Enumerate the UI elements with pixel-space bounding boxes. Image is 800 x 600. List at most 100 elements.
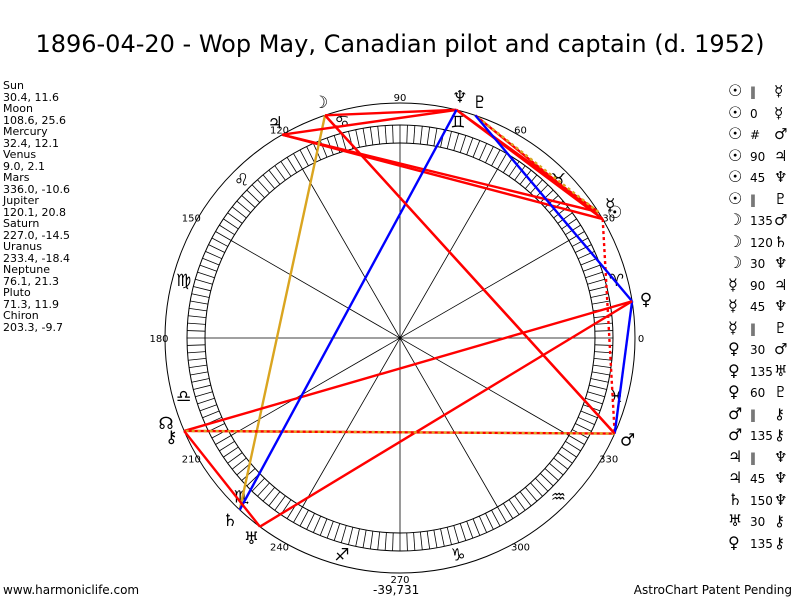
degree-tick [251, 184, 265, 199]
planet-glyph-icon: ♇ [472, 93, 487, 113]
aspect-type: ‖ [750, 407, 756, 422]
aspect-row: ♂ 135⚷ [728, 424, 798, 446]
zodiac-sign-icon: ♊ [450, 113, 465, 133]
zodiac-sign-icon: ♐ [334, 545, 349, 565]
degree-tick [453, 525, 460, 543]
degree-tick [274, 165, 286, 181]
aspect-line [474, 114, 634, 303]
degree-tick [446, 131, 452, 149]
aspect-type: 45 [750, 300, 766, 314]
degree-tick [195, 391, 213, 398]
degree-tick [419, 126, 423, 145]
aspect-planet-2-icon: ♇ [774, 318, 788, 337]
planet-glyph-icon: ♄ [223, 511, 238, 531]
planet-values: 336.0, -10.6 [3, 182, 70, 196]
aspect-type: 135 [750, 429, 773, 443]
degree-tick [491, 509, 501, 527]
degree-tick [575, 244, 592, 253]
degree-tick [219, 224, 235, 236]
aspect-row: ☉ 0 ☿ [728, 102, 798, 124]
degree-tick [583, 264, 601, 272]
aspect-planet-1-icon: ☽ [728, 210, 743, 229]
aspect-planet-2-icon: ♄ [774, 232, 788, 251]
degree-tick [188, 315, 207, 319]
degree-tick [268, 491, 281, 507]
degree-tick [299, 509, 309, 527]
degree-tick [406, 125, 408, 144]
degree-tick [355, 528, 360, 547]
aspect-type: # [750, 128, 761, 142]
degree-tick [485, 513, 494, 530]
aspect-planet-2-icon: ☿ [774, 103, 784, 122]
degree-label: 240 [270, 543, 289, 554]
aspect-line [474, 114, 600, 214]
aspect-planet-1-icon: ♃ [728, 446, 743, 466]
aspect-planet-2-icon: ♂ [774, 211, 788, 229]
aspect-type: ‖ [750, 85, 756, 99]
aspect-type: ‖ [750, 321, 756, 336]
degree-tick [286, 157, 298, 173]
degree-tick [497, 153, 507, 170]
planet-name: Moon [3, 102, 33, 115]
planet-name: Sun [3, 79, 24, 92]
aspect-planet-2-icon: ⚷ [774, 426, 785, 444]
degree-tick [241, 195, 256, 208]
degree-tick [355, 129, 360, 148]
degree-tick [384, 532, 387, 551]
aspect-planet-2-icon: ⚷ [774, 533, 785, 552]
degree-tick [585, 397, 603, 405]
degree-tick [568, 435, 585, 445]
aspect-planet-2-icon: ♆ [774, 168, 788, 186]
degree-tick [190, 371, 209, 376]
aspect-planet-1-icon: ☿ [728, 317, 738, 337]
planet-name: Chiron [3, 309, 39, 322]
planet-glyph-icon: ☽ [313, 93, 328, 113]
degree-tick [223, 446, 239, 458]
degree-tick [191, 378, 210, 383]
degree-tick [440, 528, 445, 547]
aspect-planet-1-icon: ☉ [728, 167, 743, 186]
degree-tick [577, 416, 595, 426]
planet-values: 30.4, 11.6 [3, 90, 59, 104]
degree-tick [459, 523, 467, 541]
degree-tick [187, 351, 206, 354]
planet-name: Mars [3, 171, 30, 184]
aspect-planet-1-icon: ♅ [728, 511, 743, 530]
degree-tick [202, 257, 220, 266]
aspect-planet-1-icon: ☿ [728, 274, 738, 294]
degree-tick [508, 499, 520, 515]
planet-name: Venus [3, 148, 37, 161]
degree-tick [231, 457, 247, 470]
planet-name: Uranus [3, 240, 42, 253]
degree-tick [348, 527, 354, 545]
degree-tick [594, 330, 613, 332]
aspect-line [324, 114, 616, 435]
degree-tick [571, 237, 589, 247]
degree-tick [392, 125, 394, 144]
aspect-planet-1-icon: ♂ [728, 403, 743, 423]
aspect-line [183, 430, 261, 528]
degree-tick [392, 532, 394, 551]
zodiac-sign-icon: ♑ [450, 545, 465, 565]
degree-tick [189, 307, 207, 312]
outer-ring [164, 102, 636, 574]
zodiac-sign-icon: ♒ [551, 487, 566, 507]
degree-tick [539, 473, 554, 487]
degree-tick [197, 397, 215, 405]
degree-tick [514, 165, 526, 181]
aspect-type: ‖ [750, 192, 756, 207]
aspect-line [238, 109, 458, 511]
degree-tick [433, 529, 438, 548]
degree-tick [593, 357, 612, 361]
degree-tick [485, 146, 494, 163]
degree-tick [246, 189, 261, 203]
degree-tick [202, 410, 220, 419]
degree-tick [340, 133, 347, 151]
planet-name: Pluto [3, 286, 31, 299]
aspect-planet-2-icon: ♆ [774, 469, 788, 487]
planet-values: 227.0, -14.5 [3, 228, 70, 242]
degree-tick [561, 218, 577, 230]
planet-glyph-icon: ⚷ [165, 427, 177, 447]
aspect-planet-1-icon: ☉ [728, 145, 743, 165]
